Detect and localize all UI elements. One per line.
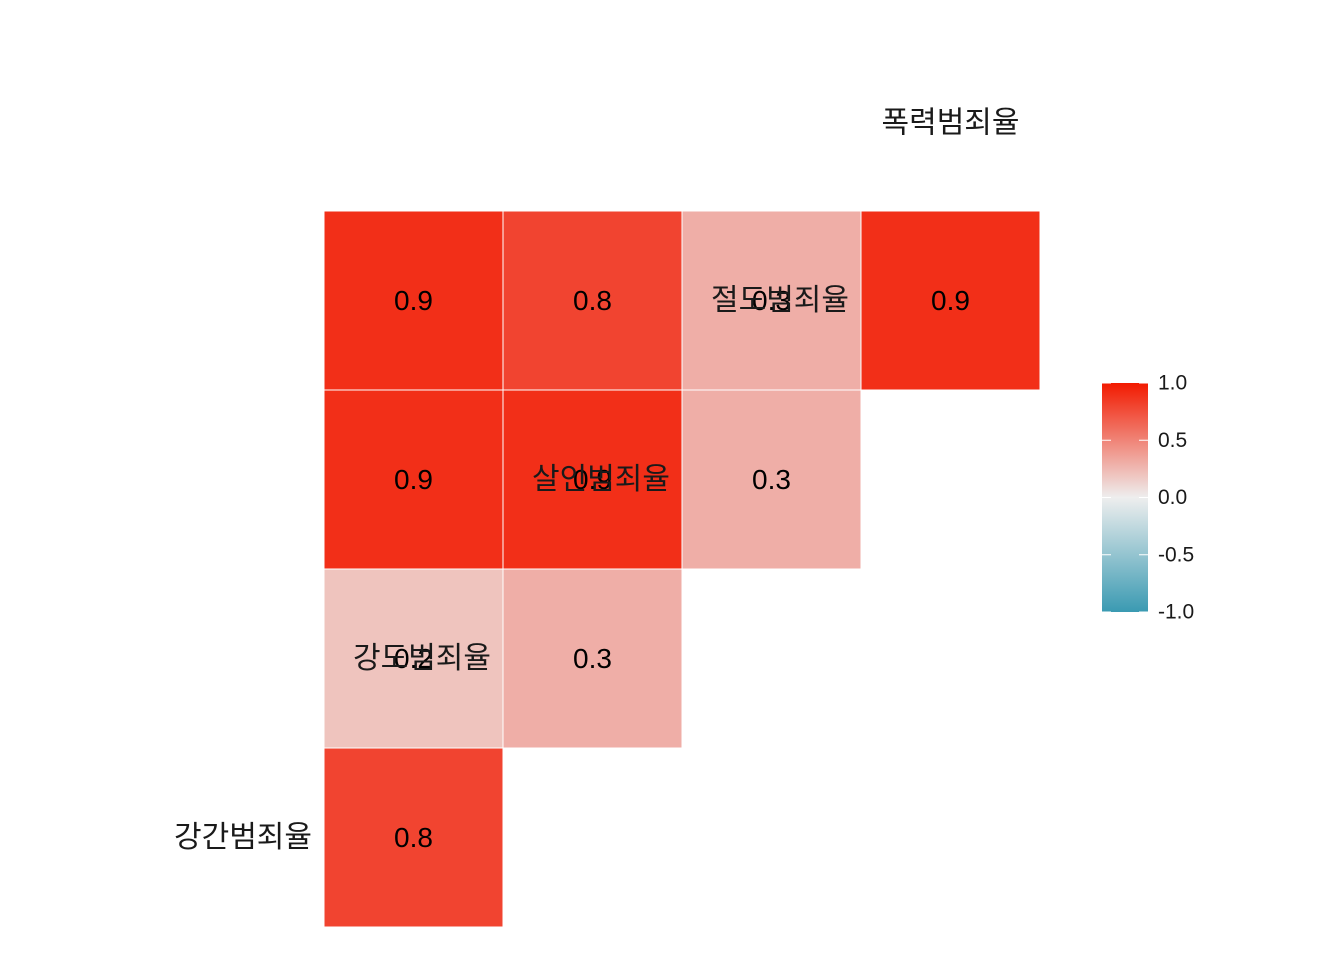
variable-labels: 강간범죄율 강도범죄율 살인범죄율 절도범죄율 폭력범죄율 — [174, 106, 1020, 856]
heatmap-cell — [681, 210, 862, 391]
heatmap-cell-value: 0.3 — [573, 643, 612, 674]
legend-ticks: 1.0 0.5 0.0 -0.5 -1.0 — [1102, 372, 1194, 624]
legend-tick-label: 0.0 — [1158, 486, 1187, 509]
heatmap-cell-value: 0.9 — [394, 285, 433, 316]
heatmap-cell — [502, 210, 683, 391]
legend-tick-label: 1.0 — [1158, 372, 1187, 395]
heatmap-cell-value: 0.2 — [394, 643, 433, 674]
heatmap-cell-value: 0.9 — [573, 464, 612, 495]
variable-label: 살인범죄율 — [532, 462, 670, 497]
heatmap-cell-value: 0.8 — [573, 285, 612, 316]
legend-tick-label: -0.5 — [1158, 543, 1194, 566]
heatmap-cell — [860, 210, 1041, 391]
heatmap-cell-value: 0.3 — [752, 464, 791, 495]
heatmap-cell — [681, 389, 862, 570]
heatmap-cell-labels: 0.8 0.2 0.9 0.9 0.3 0.9 0.8 0.3 0.3 0.9 — [394, 285, 970, 853]
legend-tick-label: -1.0 — [1158, 601, 1194, 624]
variable-label: 폭력범죄율 — [882, 106, 1020, 141]
heatmap-cell — [323, 747, 504, 928]
color-legend: 1.0 0.5 0.0 -0.5 -1.0 — [1102, 372, 1194, 624]
heatmap-cells — [323, 210, 1041, 928]
heatmap-cell-value: 0.8 — [394, 822, 433, 853]
heatmap-cell-value: 0.9 — [931, 285, 970, 316]
heatmap-cell-value: 0.3 — [752, 285, 791, 316]
variable-label: 강간범죄율 — [174, 820, 312, 855]
legend-tick-label: 0.5 — [1158, 429, 1187, 452]
variable-label: 절도범죄율 — [711, 283, 849, 318]
heatmap-cell — [323, 210, 504, 391]
heatmap-cell — [502, 389, 683, 570]
heatmap-cell — [323, 568, 504, 749]
heatmap-cell — [502, 568, 683, 749]
variable-label: 강도범죄율 — [353, 641, 491, 676]
heatmap-cell-value: 0.9 — [394, 464, 433, 495]
